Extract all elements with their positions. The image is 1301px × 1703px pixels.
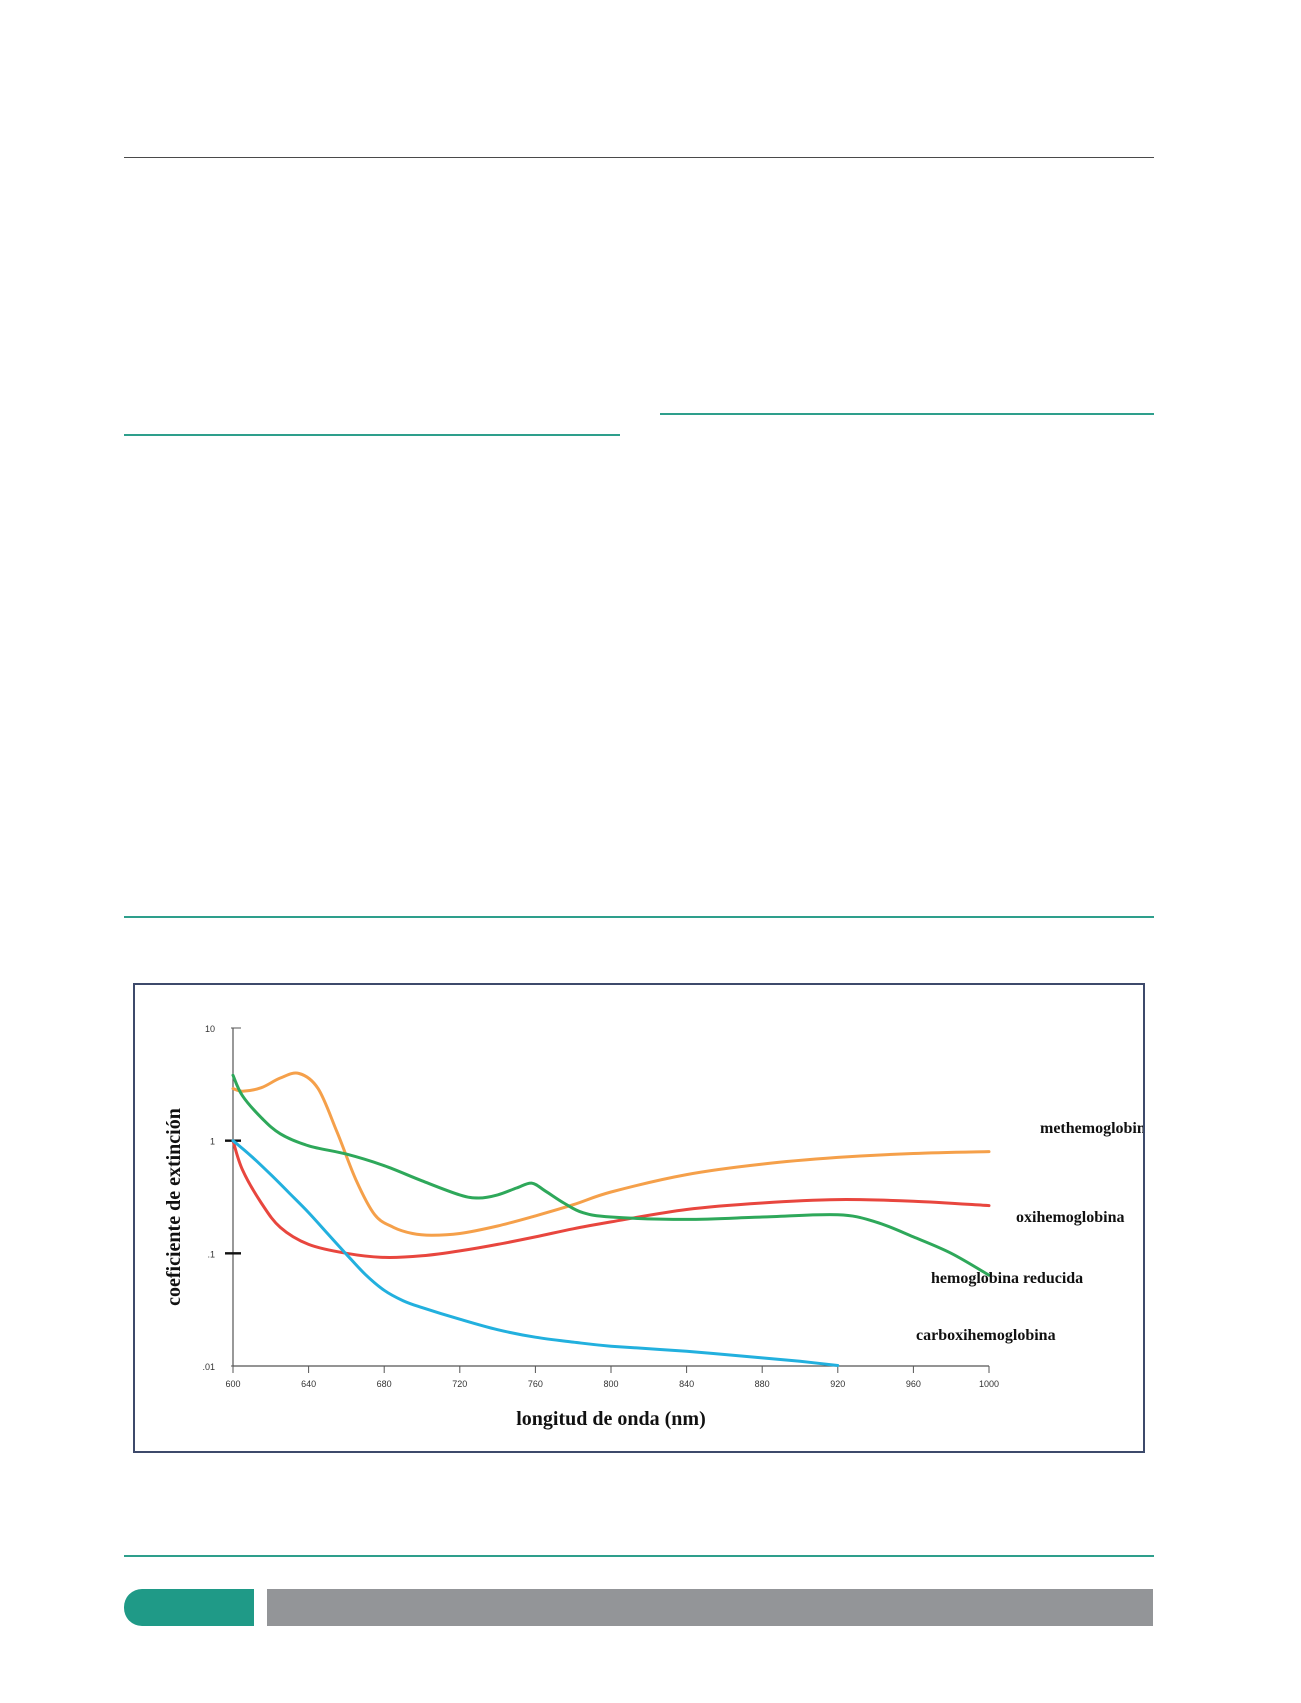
x-tick-label: 800 [603,1379,618,1389]
y-tick-label: .01 [202,1362,215,1372]
series-label-methemoglobina: methemoglobina [1040,1120,1143,1137]
x-tick-label: 880 [755,1379,770,1389]
section-rule-figure-bottom [124,1555,1154,1557]
footer-bar [267,1589,1153,1626]
x-tick-label: 920 [830,1379,845,1389]
chart-labels-layer: longitud de onda (nm) coeficiente de exti… [163,1108,1143,1430]
x-tick-label: 680 [377,1379,392,1389]
x-tick-label: 840 [679,1379,694,1389]
section-rule-right [660,413,1154,415]
x-tick-label: 640 [301,1379,316,1389]
x-tick-label: 760 [528,1379,543,1389]
x-tick-label: 960 [906,1379,921,1389]
series-line-methemoglobina [231,1071,991,1237]
footer-page-tab [124,1589,254,1626]
y-tick-label: 10 [205,1024,215,1034]
chart-series-layer [231,1071,991,1367]
x-tick-label: 600 [225,1379,240,1389]
series-line-carboxihemoglobina [231,1139,840,1367]
section-rule-left [124,434,620,436]
y-axis-title: coeficiente de extinción [163,1108,185,1306]
x-tick-label: 720 [452,1379,467,1389]
series-label-hemoglobina-reducida: hemoglobina reducida [931,1270,1083,1287]
section-rule-figure-top [124,916,1154,918]
x-axis-title: longitud de onda (nm) [516,1408,706,1430]
chart-frame: 600 640 680 720 760 800 840 880 920 960 1000 .01 .1 1… [133,983,1145,1453]
series-label-carboxihemoglobina: carboxihemoglobina [916,1327,1056,1344]
chart-axes: 600 640 680 720 760 800 840 880 920 960 1000 .01 .1 1… [202,1024,999,1389]
y-tick-label: 1 [210,1137,215,1147]
series-line-oxihemoglobina [231,1139,991,1259]
y-tick-label: .1 [207,1249,215,1259]
series-line-hemoglobina-reducida [231,1073,991,1277]
series-label-oxihemoglobina: oxihemoglobina [1016,1209,1124,1226]
top-header-rule [124,157,1154,158]
x-tick-label: 1000 [979,1379,999,1389]
extinction-coefficient-chart: 600 640 680 720 760 800 840 880 920 960 1000 .01 .1 1… [163,1024,1143,1430]
